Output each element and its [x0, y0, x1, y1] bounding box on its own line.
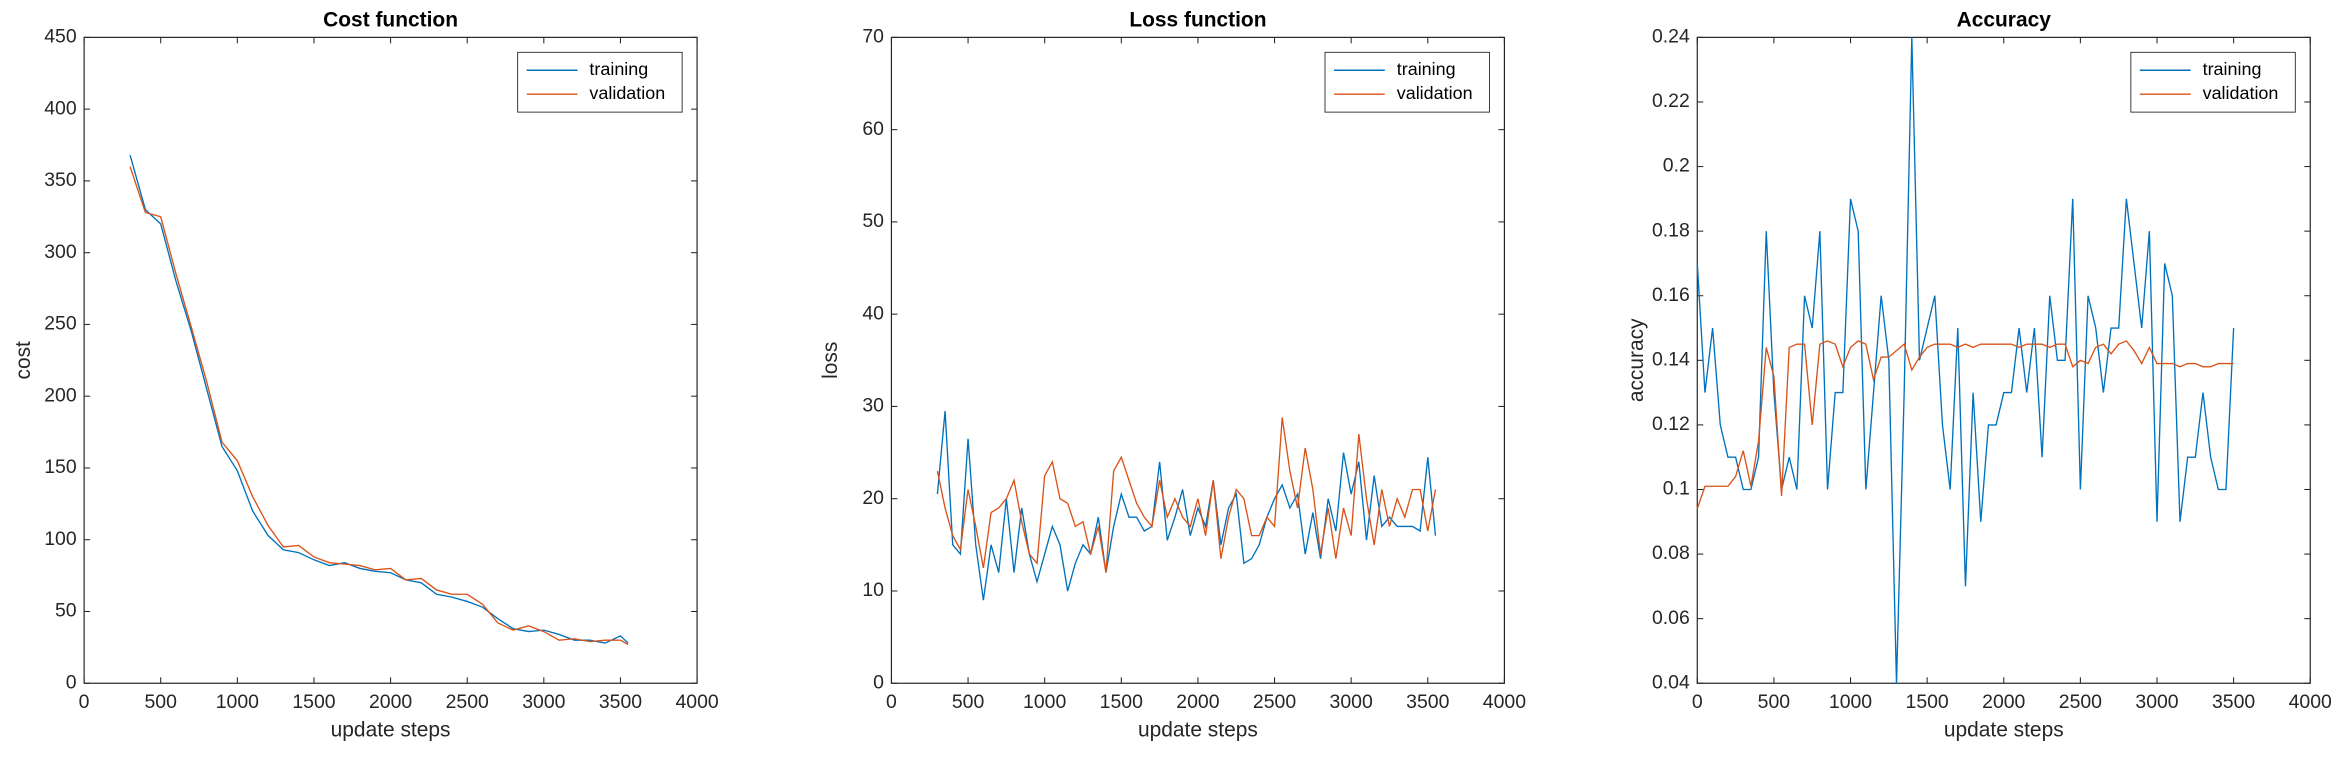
y-tick-label: 0.22: [1652, 90, 1690, 112]
x-tick-label: 1500: [1906, 691, 1949, 713]
x-tick-label: 3000: [1330, 691, 1373, 713]
y-tick-label: 0.08: [1652, 542, 1690, 564]
y-tick-label: 0.18: [1652, 219, 1690, 241]
y-tick-label: 60: [862, 118, 884, 140]
x-axis-label: update steps: [1138, 719, 1258, 742]
x-tick-label: 2500: [1253, 691, 1296, 713]
x-tick-label: 1000: [216, 691, 259, 713]
series-line: [936, 417, 1437, 573]
x-tick-label: 2000: [1176, 691, 1219, 713]
legend: [1324, 51, 1490, 113]
y-tick-label: 0: [873, 671, 884, 693]
legend-label: training: [2203, 59, 2262, 79]
x-tick-label: 500: [145, 691, 178, 713]
y-tick-label: 100: [44, 528, 77, 550]
y-tick-label: 50: [55, 600, 77, 622]
y-tick-label: 0.2: [1663, 155, 1690, 177]
legend-label: validation: [1397, 83, 1473, 103]
legend-label: validation: [589, 83, 665, 103]
y-tick-label: 250: [44, 313, 77, 335]
x-tick-label: 0: [886, 691, 897, 713]
legend: [517, 51, 683, 113]
x-tick-label: 1000: [1023, 691, 1066, 713]
y-tick-label: 20: [862, 487, 884, 509]
x-tick-label: 0: [1692, 691, 1703, 713]
x-tick-label: 3000: [522, 691, 565, 713]
y-tick-label: 150: [44, 456, 77, 478]
y-tick-label: 0.04: [1652, 671, 1690, 693]
y-tick-label: 0.24: [1652, 26, 1690, 48]
series-line: [1696, 37, 2235, 684]
y-tick-label: 70: [862, 26, 884, 48]
y-tick-label: 0: [66, 671, 77, 693]
y-tick-label: 350: [44, 169, 77, 191]
y-tick-label: 0.06: [1652, 607, 1690, 629]
legend-label: validation: [2203, 83, 2279, 103]
x-tick-label: 3500: [1406, 691, 1449, 713]
x-tick-label: 3500: [2212, 691, 2255, 713]
plot-area: [890, 36, 1506, 684]
x-axis-label: update steps: [331, 719, 451, 742]
legend: [2130, 51, 2296, 113]
y-tick-label: 40: [862, 302, 884, 324]
chart-title: Cost function: [323, 8, 458, 31]
chart-title: Accuracy: [1957, 8, 2052, 31]
y-tick-label: 0.1: [1663, 478, 1690, 500]
x-tick-label: 500: [952, 691, 985, 713]
y-tick-label: 450: [44, 26, 77, 48]
y-tick-label: 0.12: [1652, 413, 1690, 435]
chart-title: Loss function: [1129, 8, 1266, 31]
x-tick-label: 3500: [599, 691, 642, 713]
x-tick-label: 2500: [2059, 691, 2102, 713]
x-tick-label: 500: [1758, 691, 1791, 713]
y-tick-label: 30: [862, 395, 884, 417]
y-axis-label: loss: [819, 342, 842, 379]
x-axis-label: update steps: [1944, 719, 2064, 742]
y-tick-label: 50: [862, 210, 884, 232]
series-line: [129, 154, 629, 644]
y-tick-label: 200: [44, 384, 77, 406]
x-tick-label: 1500: [1100, 691, 1143, 713]
y-axis-label: accuracy: [1625, 318, 1648, 402]
x-tick-label: 4000: [675, 691, 718, 713]
x-tick-label: 0: [79, 691, 90, 713]
legend-label: training: [1397, 59, 1456, 79]
x-tick-label: 2000: [369, 691, 412, 713]
x-tick-label: 3000: [2135, 691, 2178, 713]
y-tick-label: 400: [44, 97, 77, 119]
y-tick-label: 0.14: [1652, 348, 1690, 370]
x-tick-label: 1500: [292, 691, 335, 713]
x-tick-label: 2500: [446, 691, 489, 713]
series-line: [129, 166, 629, 646]
x-tick-label: 4000: [1483, 691, 1526, 713]
y-tick-label: 300: [44, 241, 77, 263]
series-line: [1696, 340, 2234, 510]
x-tick-label: 1000: [1829, 691, 1872, 713]
y-axis-label: cost: [12, 341, 35, 380]
series-line: [936, 410, 1437, 601]
y-tick-label: 10: [862, 579, 884, 601]
legend-label: training: [589, 59, 648, 79]
y-tick-label: 0.16: [1652, 284, 1690, 306]
plot-area: [1696, 36, 2311, 684]
x-tick-label: 4000: [2289, 691, 2332, 713]
x-tick-label: 2000: [1982, 691, 2025, 713]
plot-area: [83, 36, 698, 684]
